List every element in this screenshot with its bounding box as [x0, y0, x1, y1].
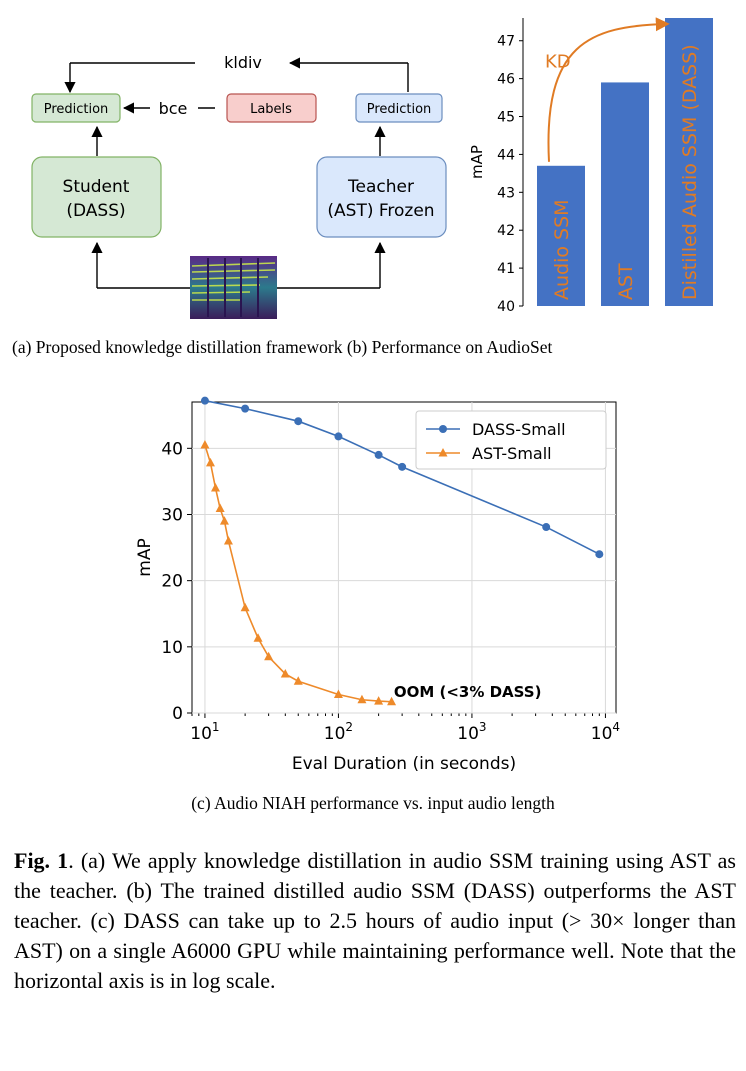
- labels-box: [226, 93, 317, 123]
- data-point: [241, 404, 250, 413]
- bar-label: AST: [615, 263, 637, 300]
- bar-ytick-label: 47: [497, 34, 515, 50]
- line-xtick-label: 104: [591, 720, 620, 744]
- data-point: [294, 417, 303, 426]
- data-point: [240, 602, 250, 612]
- bar-label: Audio SSM: [551, 199, 573, 300]
- data-point: [280, 668, 290, 678]
- line-ytick-label: 30: [161, 505, 183, 525]
- figure-caption: Fig. 1. (a) We apply knowledge distillat…: [14, 846, 736, 996]
- line-chart-series: [200, 396, 604, 706]
- caption-ab: (a) Proposed knowledge distillation fram…: [12, 337, 553, 357]
- line-chart: 0 10 20 30 40 101 102 103 104 Eval Duration (in …: [135, 396, 620, 774]
- data-point: [293, 676, 303, 685]
- bar-chart-axes: 40 41 42 43 44 45 46 47: [497, 18, 524, 315]
- legend-marker: [439, 425, 447, 433]
- data-point: [542, 523, 551, 532]
- figure-caption-text: . (a) We apply knowledge distillation in…: [14, 848, 736, 993]
- data-point: [223, 535, 233, 545]
- kd-arrow: [547, 17, 670, 162]
- teacher-prediction-label: Prediction: [367, 102, 432, 117]
- bar-ytick-label: 46: [497, 72, 515, 88]
- teacher-prediction-box: [355, 93, 443, 123]
- bar-chart: 40 41 42 43 44 45 46 47 Audio SSM AST Distilled A…: [468, 17, 713, 315]
- line-xtick-label: 102: [324, 720, 353, 744]
- kd-framework-diagram: kldiv Prediction bce Labels Prediction S…: [31, 53, 447, 319]
- bar: [665, 18, 713, 306]
- line-ytick-label: 40: [161, 439, 183, 459]
- bar-ytick-label: 45: [497, 110, 515, 126]
- teacher-title: Teacher: [347, 177, 414, 197]
- line-xtick-label: 103: [457, 720, 486, 744]
- student-subtitle: (DASS): [66, 201, 125, 221]
- line-chart-legend: DASS-Small AST-Small: [415, 410, 607, 470]
- bar-ytick-label: 40: [497, 299, 515, 315]
- data-point: [200, 440, 210, 449]
- bar: [601, 82, 649, 306]
- legend-entry: DASS-Small: [472, 420, 566, 439]
- data-point: [374, 696, 384, 705]
- bar-chart-bars: Audio SSM AST Distilled Audio SSM (DASS): [537, 18, 713, 306]
- data-point: [398, 462, 407, 471]
- kldiv-connector: [64, 57, 409, 94]
- student-prediction-box: [31, 93, 121, 123]
- spectrogram-image: [190, 256, 277, 319]
- student-prediction-label: Prediction: [44, 102, 109, 117]
- data-point: [211, 483, 221, 492]
- student-title: Student: [63, 177, 130, 197]
- data-point: [264, 651, 274, 661]
- line-chart-ylabel: mAP: [135, 538, 155, 576]
- caption-c: (c) Audio NIAH performance vs. input aud…: [191, 793, 555, 813]
- teacher-box: [316, 156, 447, 238]
- data-point: [215, 503, 225, 513]
- line-ytick-label: 20: [161, 572, 183, 592]
- line-chart-axes: 0 10 20 30 40 101 102 103 104: [161, 401, 620, 744]
- data-point: [357, 694, 367, 704]
- bar-ytick-label: 42: [497, 223, 515, 239]
- kldiv-label: kldiv: [224, 53, 262, 72]
- teacher-subtitle: (AST) Frozen: [327, 201, 434, 221]
- series-line-AST-Small: [204, 444, 392, 703]
- student-box: [31, 156, 162, 238]
- legend-entry: AST-Small: [472, 444, 552, 463]
- bar-ytick-label: 43: [497, 185, 515, 201]
- data-point: [374, 450, 383, 459]
- line-ytick-label: 10: [161, 638, 183, 658]
- bce-label: bce: [159, 99, 188, 118]
- bar-chart-ylabel: mAP: [468, 145, 486, 179]
- oom-annotation: OOM (<3% DASS): [394, 683, 542, 701]
- bar-ytick-label: 44: [497, 147, 515, 163]
- data-point: [334, 432, 343, 441]
- legend-marker: [438, 448, 448, 457]
- bar: [537, 165, 585, 306]
- figure-label: Fig. 1: [14, 848, 69, 873]
- data-point: [200, 396, 209, 405]
- data-point: [387, 696, 397, 706]
- series-line-DASS-Small: [204, 399, 600, 555]
- bar-ytick-label: 41: [497, 261, 515, 277]
- data-point: [333, 689, 343, 698]
- kd-annotation: KD: [545, 51, 571, 72]
- data-point: [253, 633, 263, 642]
- line-xtick-label: 101: [190, 720, 219, 744]
- data-point: [219, 516, 229, 525]
- line-ytick-label: 0: [172, 704, 183, 724]
- line-chart-xlabel: Eval Duration (in seconds): [292, 754, 516, 774]
- data-point: [595, 550, 604, 559]
- labels-box-label: Labels: [250, 102, 292, 117]
- data-point: [205, 457, 215, 467]
- bar-label: Distilled Audio SSM (DASS): [679, 44, 701, 300]
- spectrogram-connectors: [91, 241, 386, 289]
